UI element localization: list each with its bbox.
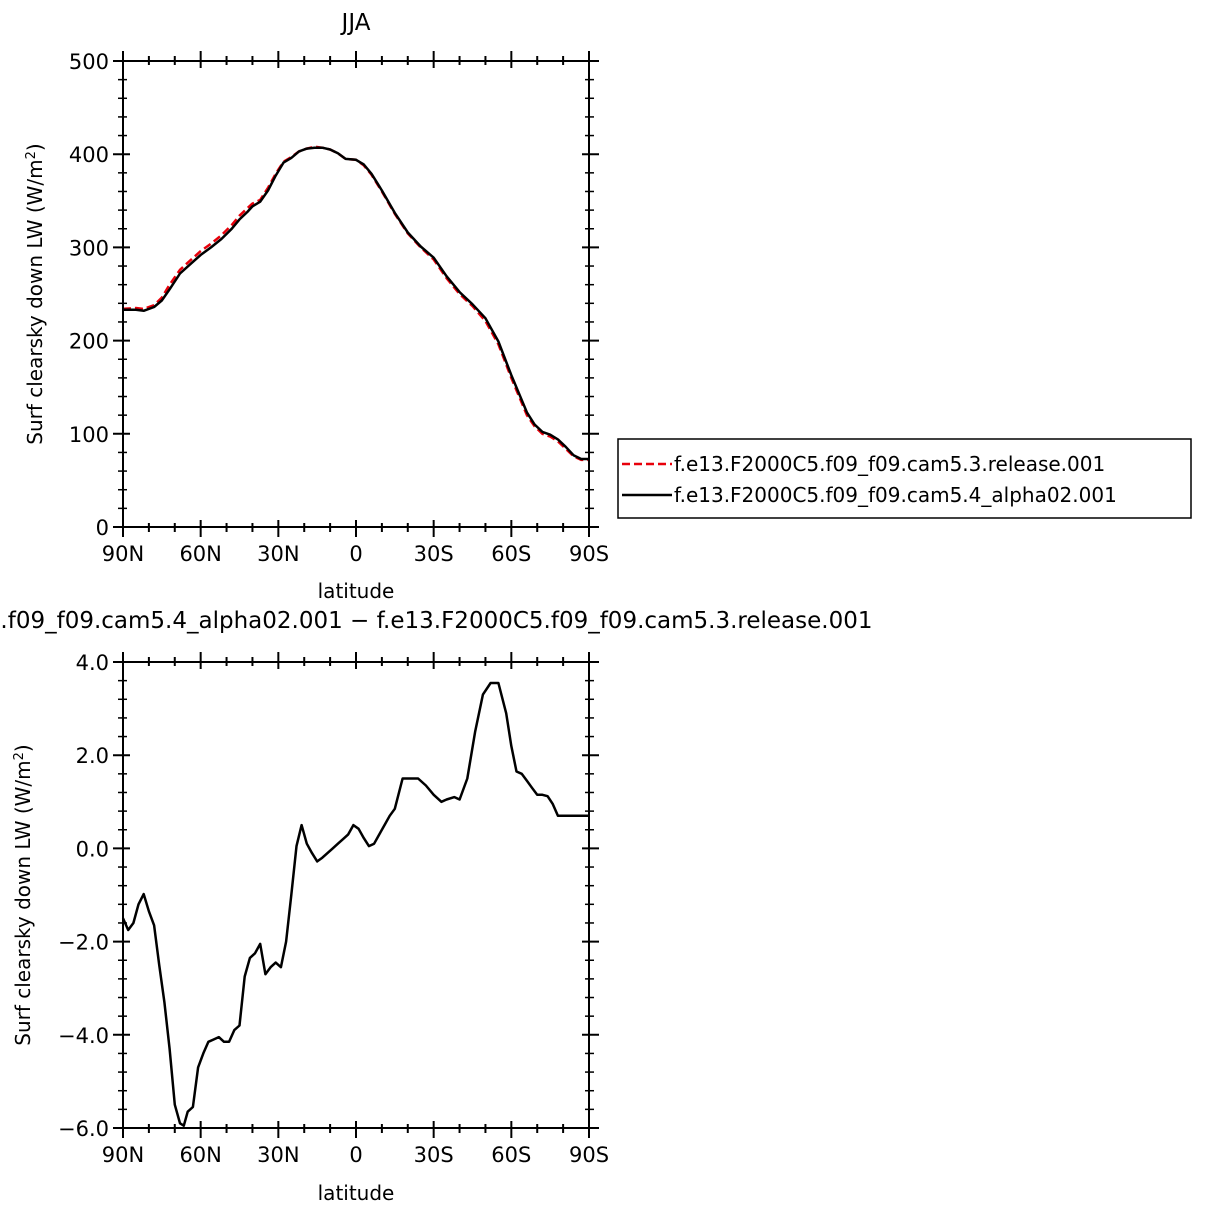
x-tick-label: 90S — [569, 1143, 609, 1167]
y-axis-label: Surf clearsky down LW (W/m2) — [23, 143, 47, 444]
x-tick-label: 60N — [179, 542, 221, 566]
y-tick-label: 500 — [69, 50, 109, 74]
legend-label-release: f.e13.F2000C5.f09_f09.cam5.3.release.001 — [674, 452, 1105, 476]
y-tick-label: 400 — [69, 143, 109, 167]
y-tick-label: 0.0 — [76, 837, 109, 861]
x-tick-label: 60S — [491, 1143, 531, 1167]
x-tick-label: 90S — [569, 542, 609, 566]
x-tick-label: 60S — [491, 542, 531, 566]
x-tick-label: 30S — [414, 1143, 454, 1167]
legend: f.e13.F2000C5.f09_f09.cam5.3.release.001… — [617, 438, 1192, 519]
x-tick-label: 30S — [414, 542, 454, 566]
y-axis-label: Surf clearsky down LW (W/m2) — [11, 744, 35, 1045]
y-tick-label: −6.0 — [58, 1117, 109, 1141]
series-line-solid — [121, 681, 589, 1127]
x-tick-label: 0 — [349, 1143, 362, 1167]
series-group — [122, 145, 589, 462]
x-tick-label: 90N — [102, 542, 144, 566]
y-tick-label: −4.0 — [58, 1024, 109, 1048]
legend-box — [617, 438, 1192, 519]
x-tick-label: 60N — [179, 1143, 221, 1167]
x-axis-label: latitude — [318, 1181, 395, 1205]
axis-ticks — [113, 652, 599, 1138]
plot-frame — [122, 661, 590, 1129]
legend-label-alpha: f.e13.F2000C5.f09_f09.cam5.4_alpha02.001 — [674, 483, 1117, 507]
y-tick-label: 100 — [69, 423, 109, 447]
x-tick-label: 0 — [349, 542, 362, 566]
y-tick-label: 4.0 — [76, 651, 109, 675]
chart-panel-bottom: f.e13.F2000C5.f09_f09.cam5.4_alpha02.001… — [0, 608, 873, 1205]
x-tick-label: 30N — [257, 542, 299, 566]
x-tick-label: 90N — [102, 1143, 144, 1167]
series-line-solid — [123, 146, 589, 461]
series-line-dashed — [122, 145, 589, 462]
plot-frame — [122, 60, 590, 528]
y-tick-label: 0 — [96, 516, 109, 540]
series-group — [121, 681, 589, 1127]
tick-labels: 90N 60N 30N 0 30S 60S 90S 0 100 200 300 400 500 — [69, 50, 609, 566]
y-tick-label: 200 — [69, 330, 109, 354]
chart-title: f.e13.F2000C5.f09_f09.cam5.4_alpha02.001… — [0, 608, 873, 634]
y-tick-label: 300 — [69, 236, 109, 260]
chart-title: JJA — [340, 10, 371, 36]
x-tick-label: 30N — [257, 1143, 299, 1167]
y-tick-label: 2.0 — [76, 744, 109, 768]
axis-ticks — [113, 51, 599, 537]
tick-labels: 90N 60N 30N 0 30S 60S 90S −6.0 −4.0 −2.0 0.0 2.0 4.0 — [58, 651, 609, 1167]
chart-panel-top: JJA 90N 60N 30N 0 30S 60S 90S0100200300400500 … — [23, 10, 1192, 603]
y-tick-label: −2.0 — [58, 931, 109, 955]
x-axis-label: latitude — [318, 579, 395, 603]
